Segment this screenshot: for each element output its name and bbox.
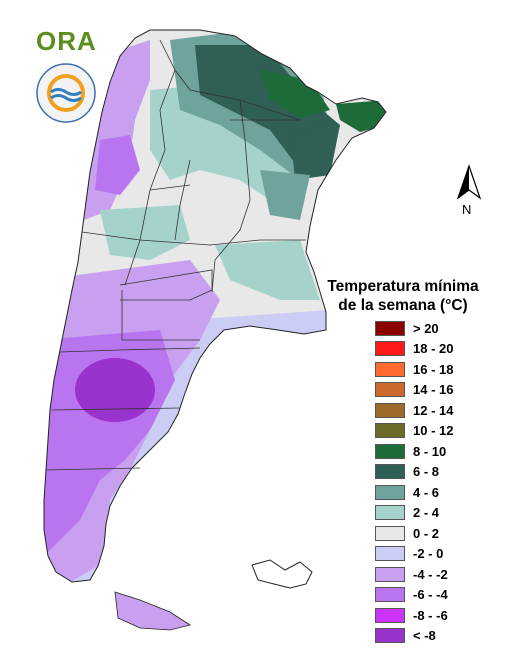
province-borders (45, 39, 306, 471)
legend-swatch (375, 382, 405, 398)
legend-label: 2 - 4 (413, 505, 440, 521)
legend-label: 8 - 10 (413, 443, 447, 459)
tierra-del-fuego (114, 591, 191, 631)
legend-swatch (375, 423, 405, 439)
legend-label: 16 - 18 (413, 361, 454, 377)
legend-swatch (375, 546, 405, 562)
legend: > 20 18 - 20 16 - 18 14 - 16 12 - 14 10 - 12 8… (375, 318, 453, 646)
legend-label: 12 - 14 (413, 402, 454, 418)
legend-item: 10 - 12 (375, 421, 453, 442)
legend-swatch (375, 361, 405, 377)
legend-item: 18 - 20 (375, 339, 453, 360)
legend-item: -2 - 0 (375, 544, 453, 565)
legend-label: 6 - 8 (413, 464, 440, 480)
legend-swatch (375, 628, 405, 644)
north-label: N (462, 202, 472, 217)
legend-item: > 20 (375, 318, 453, 339)
legend-item: 16 - 18 (375, 359, 453, 380)
legend-label: > 20 (413, 320, 439, 336)
legend-label: < -8 (413, 628, 436, 644)
legend-label: 10 - 12 (413, 423, 454, 439)
ora-logo: ORA (36, 26, 97, 56)
legend-item: 6 - 8 (375, 462, 453, 483)
legend-item: < -8 (375, 626, 453, 647)
malvinas-islands (251, 559, 313, 589)
legend-swatch (375, 443, 405, 459)
legend-swatch (375, 587, 405, 603)
legend-label: 14 - 16 (413, 382, 454, 398)
legend-label: -4 - -2 (413, 566, 448, 582)
legend-title-line1: Temperatura mínima (327, 278, 479, 295)
legend-swatch (375, 464, 405, 480)
legend-item: 0 - 2 (375, 523, 453, 544)
institute-seal-icon (36, 63, 96, 123)
legend-swatch (375, 341, 405, 357)
legend-label: -2 - 0 (413, 546, 444, 562)
legend-swatch (375, 320, 405, 336)
north-arrow-icon (456, 164, 482, 200)
legend-label: -6 - -4 (413, 587, 448, 603)
legend-item: 2 - 4 (375, 503, 453, 524)
legend-label: -8 - -6 (413, 607, 448, 623)
legend-swatch (375, 505, 405, 521)
legend-label: 0 - 2 (413, 525, 440, 541)
legend-swatch (375, 402, 405, 418)
legend-item: 12 - 14 (375, 400, 453, 421)
legend-item: 8 - 10 (375, 441, 453, 462)
country-outline (43, 29, 387, 583)
legend-swatch (375, 607, 405, 623)
legend-title: Temperatura mínima de la semana (°C) (318, 277, 488, 315)
legend-label: 4 - 6 (413, 484, 440, 500)
legend-label: 18 - 20 (413, 341, 454, 357)
legend-item: -8 - -6 (375, 605, 453, 626)
legend-title-line2: de la semana (°C) (338, 297, 468, 314)
legend-swatch (375, 566, 405, 582)
legend-item: -6 - -4 (375, 585, 453, 606)
legend-swatch (375, 484, 405, 500)
legend-item: -4 - -2 (375, 564, 453, 585)
legend-item: 4 - 6 (375, 482, 453, 503)
legend-item: 14 - 16 (375, 380, 453, 401)
legend-swatch (375, 525, 405, 541)
